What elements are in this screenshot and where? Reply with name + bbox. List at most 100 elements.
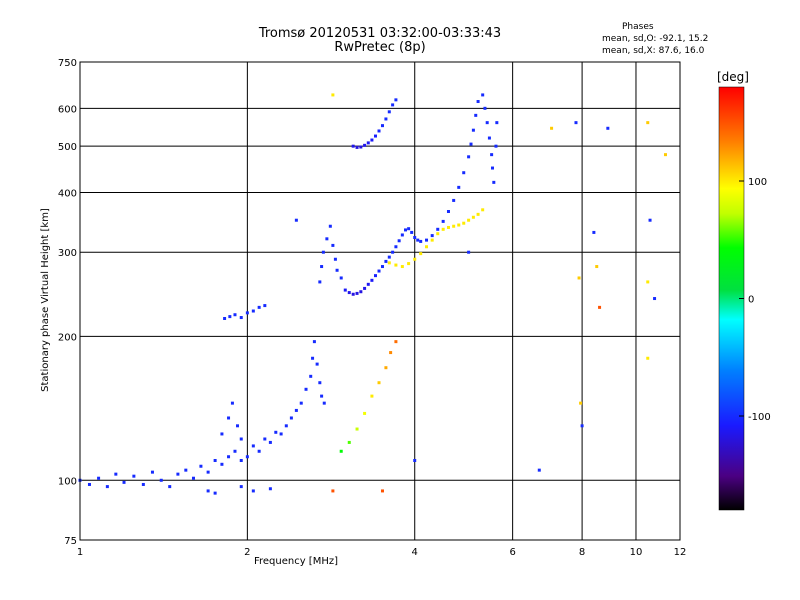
data-point (351, 144, 355, 148)
data-point (97, 476, 101, 480)
x-tick-label: 4 (412, 547, 418, 558)
data-point (467, 155, 471, 159)
data-point (476, 100, 480, 104)
data-point (132, 474, 136, 478)
data-point (87, 482, 91, 486)
chart-subtitle: RwPretec (8p) (334, 40, 426, 55)
data-point (481, 93, 485, 97)
data-point (320, 265, 324, 269)
data-point (279, 432, 283, 436)
data-point (366, 141, 370, 145)
data-point (355, 291, 359, 295)
data-point (446, 210, 450, 214)
data-point (309, 374, 313, 378)
x-tick-label: 6 (509, 547, 515, 558)
data-point (333, 257, 337, 261)
data-point (494, 144, 498, 148)
data-point (227, 416, 231, 420)
data-point (373, 274, 377, 278)
chart-title: Tromsø 20120531 03:32:00-03:33:43 (258, 26, 502, 41)
data-point (245, 455, 249, 459)
data-point (114, 472, 118, 476)
x-axis-label: Frequency [MHz] (253, 556, 339, 567)
data-point (407, 227, 411, 231)
x-tick-label: 12 (674, 547, 687, 558)
data-point (394, 340, 398, 344)
x-tick-label: 2 (244, 547, 250, 558)
data-point (321, 250, 325, 254)
data-point (370, 278, 374, 282)
y-tick-label: 200 (58, 332, 77, 343)
data-point (394, 245, 398, 249)
data-point (363, 286, 367, 290)
data-point (331, 489, 335, 493)
data-point (404, 228, 408, 232)
data-point (598, 305, 602, 309)
data-point (471, 128, 475, 132)
data-point (363, 411, 367, 415)
data-point (294, 408, 298, 412)
data-point (384, 366, 388, 370)
x-tick-label: 8 (579, 547, 585, 558)
data-point (251, 309, 255, 313)
data-point (377, 381, 381, 385)
data-point (239, 458, 243, 462)
data-point (462, 221, 466, 225)
colorbar-tick-label: -100 (748, 412, 771, 423)
data-point (355, 145, 359, 149)
data-point (441, 227, 445, 231)
data-point (312, 340, 316, 344)
data-point (579, 401, 583, 405)
data-point (363, 143, 367, 147)
data-point (595, 265, 599, 269)
data-point (653, 297, 657, 301)
data-point (384, 259, 388, 263)
data-point (577, 276, 581, 280)
colorbar-tick-label: 0 (748, 295, 754, 306)
data-point (492, 180, 496, 184)
data-point (159, 478, 163, 482)
data-point (366, 282, 370, 286)
data-point (419, 239, 423, 243)
data-point (537, 468, 541, 472)
data-point (592, 230, 596, 234)
data-point (220, 432, 224, 436)
data-point (105, 485, 109, 489)
data-point (377, 129, 381, 133)
data-point (236, 424, 240, 428)
data-point (263, 304, 267, 308)
data-point (213, 491, 217, 495)
data-point (176, 472, 180, 476)
data-point (320, 394, 324, 398)
data-point (646, 121, 650, 125)
data-point (389, 351, 393, 355)
data-point (233, 313, 237, 317)
y-tick-label: 750 (58, 58, 77, 69)
data-point (446, 225, 450, 229)
data-point (347, 291, 351, 295)
data-point (419, 252, 423, 256)
data-point (606, 126, 610, 130)
data-point (380, 124, 384, 128)
data-point (487, 136, 491, 140)
data-point (474, 113, 478, 117)
data-point (491, 166, 495, 170)
data-point (400, 265, 404, 269)
data-point (384, 117, 388, 121)
data-point (355, 427, 359, 431)
data-point (410, 230, 414, 234)
phases-o-mode-stats: mean, sd,O: -92.1, 15.2 (602, 34, 709, 44)
data-point (413, 236, 417, 240)
data-point (476, 212, 480, 216)
data-point (394, 263, 398, 267)
data-point (483, 106, 487, 110)
data-point (257, 449, 261, 453)
data-point (646, 280, 650, 284)
data-point (331, 93, 335, 97)
data-point (400, 233, 404, 237)
data-point (347, 440, 351, 444)
plot-grid (80, 62, 680, 540)
data-point (481, 208, 485, 212)
data-point (495, 121, 499, 125)
